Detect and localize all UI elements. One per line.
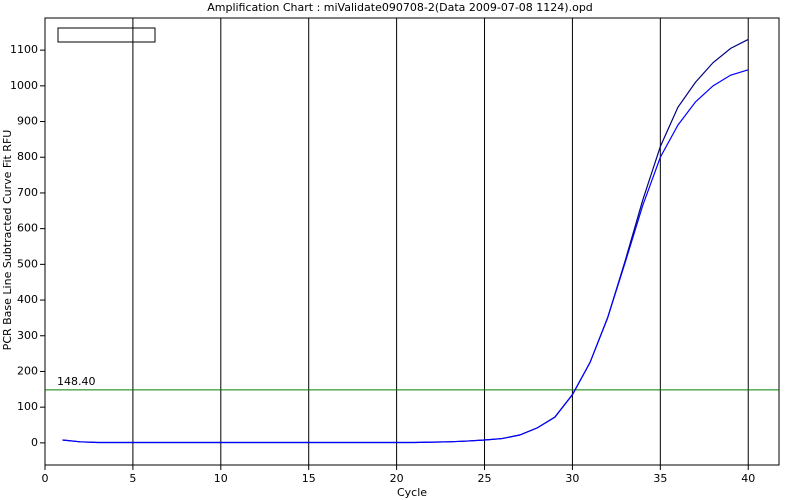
x-tick-label: 30 [565,472,579,485]
threshold-label: 148.40 [57,375,96,388]
x-tick-label: 10 [214,472,228,485]
y-tick-label: 100 [17,400,38,413]
y-tick-label: 1100 [10,43,38,56]
x-tick-label: 0 [42,472,49,485]
y-tick-label: 600 [17,222,38,235]
series-line [62,69,749,444]
plot-frame [44,17,780,466]
y-tick-label: 900 [17,115,38,128]
chart-title: Amplification Chart : miValidate090708-2… [207,1,593,14]
series-line [62,38,749,444]
x-tick-label: 5 [129,472,136,485]
x-tick-label: 20 [390,472,404,485]
y-tick-label: 300 [17,329,38,342]
x-tick-label: 25 [478,472,492,485]
y-tick-label: 800 [17,150,38,163]
y-tick-label: 400 [17,293,38,306]
legend-box [57,27,156,43]
y-axis-label: PCR Base Line Subtracted Curve Fit RFU [1,130,14,351]
y-tick-label: 0 [31,436,38,449]
x-axis-label: Cycle [397,486,427,499]
x-tick-label: 15 [302,472,316,485]
y-tick-label: 200 [17,364,38,377]
x-tick-label: 40 [741,472,755,485]
y-tick-label: 700 [17,186,38,199]
x-tick-label: 35 [653,472,667,485]
y-tick-label: 500 [17,257,38,270]
y-tick-label: 1000 [10,79,38,92]
